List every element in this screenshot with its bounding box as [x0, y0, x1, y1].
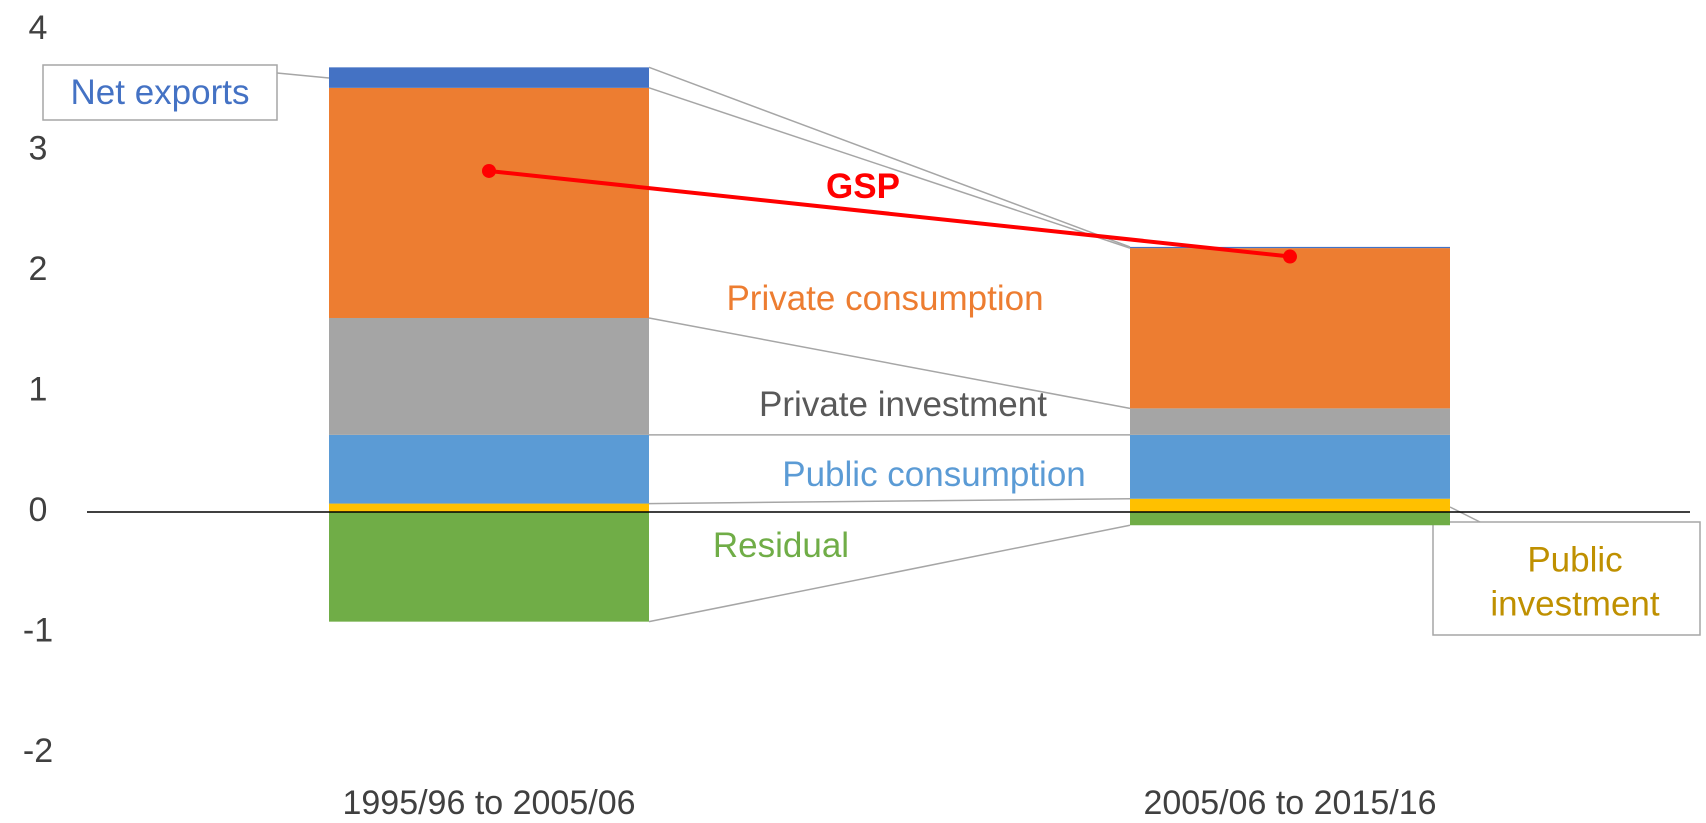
y-tick-label: 3	[29, 129, 48, 167]
y-tick-label: 4	[29, 9, 48, 47]
connector-line	[648, 66, 1131, 248]
bar-segment	[1130, 434, 1450, 499]
series-label: Public consumption	[782, 455, 1086, 495]
connector-line	[648, 497, 1131, 505]
callout-box	[42, 64, 278, 121]
connector-line	[648, 524, 1131, 623]
x-tick-label: 2005/06 to 2015/16	[1143, 784, 1436, 822]
series-label: Residual	[712, 526, 850, 566]
callout-box	[1432, 521, 1701, 636]
y-tick-label: 2	[29, 250, 48, 288]
line-series	[488, 168, 1291, 259]
series-label: Public investment	[1490, 540, 1660, 623]
y-tick-label: -1	[23, 611, 53, 649]
connector-line	[648, 317, 1131, 410]
series-label: Private consumption	[726, 279, 1044, 319]
bar-segment	[1130, 246, 1450, 249]
x-tick-label: 1995/96 to 2005/06	[342, 784, 635, 822]
callout-leader	[276, 72, 330, 79]
y-tick-label: 1	[29, 370, 48, 408]
bar-segment	[329, 434, 649, 504]
bar-segment	[329, 503, 649, 512]
bar-segment	[1130, 248, 1450, 409]
line-point	[482, 163, 496, 178]
callout-leader	[1449, 506, 1481, 523]
series-label: Net exports	[70, 73, 250, 113]
y-tick-label: 0	[29, 491, 48, 529]
bar-segment	[329, 87, 649, 318]
bar-segment	[329, 317, 649, 435]
bar-segment	[1130, 498, 1450, 512]
bar-segment	[1130, 408, 1450, 435]
connector-line	[648, 87, 1131, 249]
bar-segment	[329, 67, 649, 88]
y-tick-label: -2	[23, 732, 53, 770]
series-label: GSP	[826, 167, 900, 207]
line-point	[1283, 249, 1297, 264]
series-label: Private investment	[759, 385, 1047, 425]
bar-segment	[1130, 512, 1450, 526]
bar-segment	[329, 512, 649, 622]
